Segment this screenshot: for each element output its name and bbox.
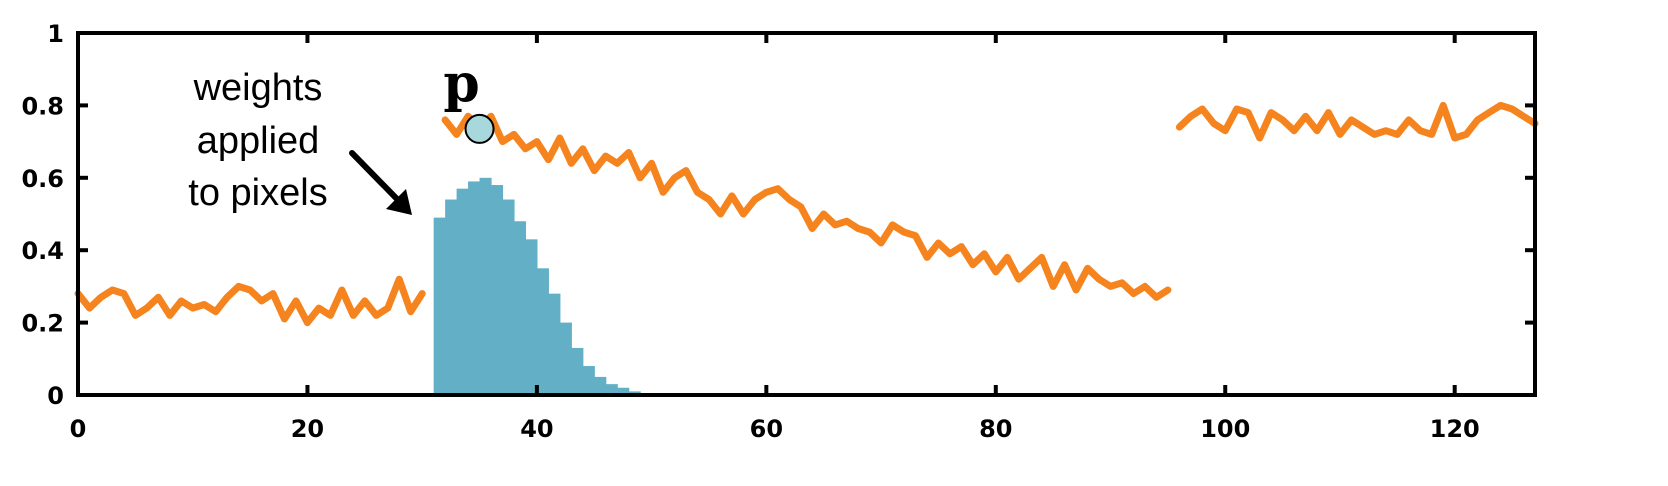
point-marker-group: p [443,53,495,144]
y-axis-ticks: 0 0.2 0.4 0.6 0.8 1 [21,20,1535,410]
weight-bar [491,185,504,395]
y-tick-label: 0.8 [21,92,64,120]
weight-bar [559,322,572,395]
x-tick-label: 0 [70,415,87,443]
annotation: weights applied to pixels [188,67,412,215]
x-tick-label: 40 [520,415,553,443]
weight-bars [433,177,653,395]
weight-bar [433,217,446,395]
weight-bar [525,239,538,395]
weight-bar [513,221,527,395]
weight-bar [502,199,515,395]
weight-bar [548,293,561,395]
weight-bar [445,199,458,395]
intensity-lines [74,101,1539,327]
y-tick-label: 0.6 [21,165,64,193]
plot-frame [76,31,1537,397]
intensity-line-segment-2 [441,112,1172,301]
y-tick-label: 0 [47,382,64,410]
weight-bar [571,347,584,395]
intensity-line-segment-1 [74,275,426,327]
weight-bar [605,384,618,395]
x-tick-label: 60 [750,415,783,443]
intensity-line-segment-3 [1175,101,1539,142]
point-p-label: p [443,53,479,114]
y-tick-label: 0.2 [21,310,64,338]
weight-bar [617,387,630,395]
x-tick-label: 20 [291,415,324,443]
arrow-shaft [349,150,401,203]
annotation-line-3: to pixels [188,172,327,214]
arrow-head-icon [386,189,412,215]
x-tick-label: 100 [1200,415,1250,443]
x-tick-label: 120 [1430,415,1480,443]
weight-bar [456,188,469,395]
point-p-marker [464,113,495,144]
weight-bar [536,268,549,395]
annotation-line-1: weights [193,67,323,109]
y-tick-label: 1 [47,20,64,48]
x-axis-ticks: 0 20 40 60 80 100 120 [70,33,1480,443]
y-tick-label: 0.4 [21,237,64,265]
weight-bar [594,376,607,395]
annotation-line-2: applied [197,120,320,162]
x-tick-label: 80 [979,415,1012,443]
weight-bar [468,181,481,395]
weight-bar [582,366,595,395]
weight-bar [479,177,492,395]
